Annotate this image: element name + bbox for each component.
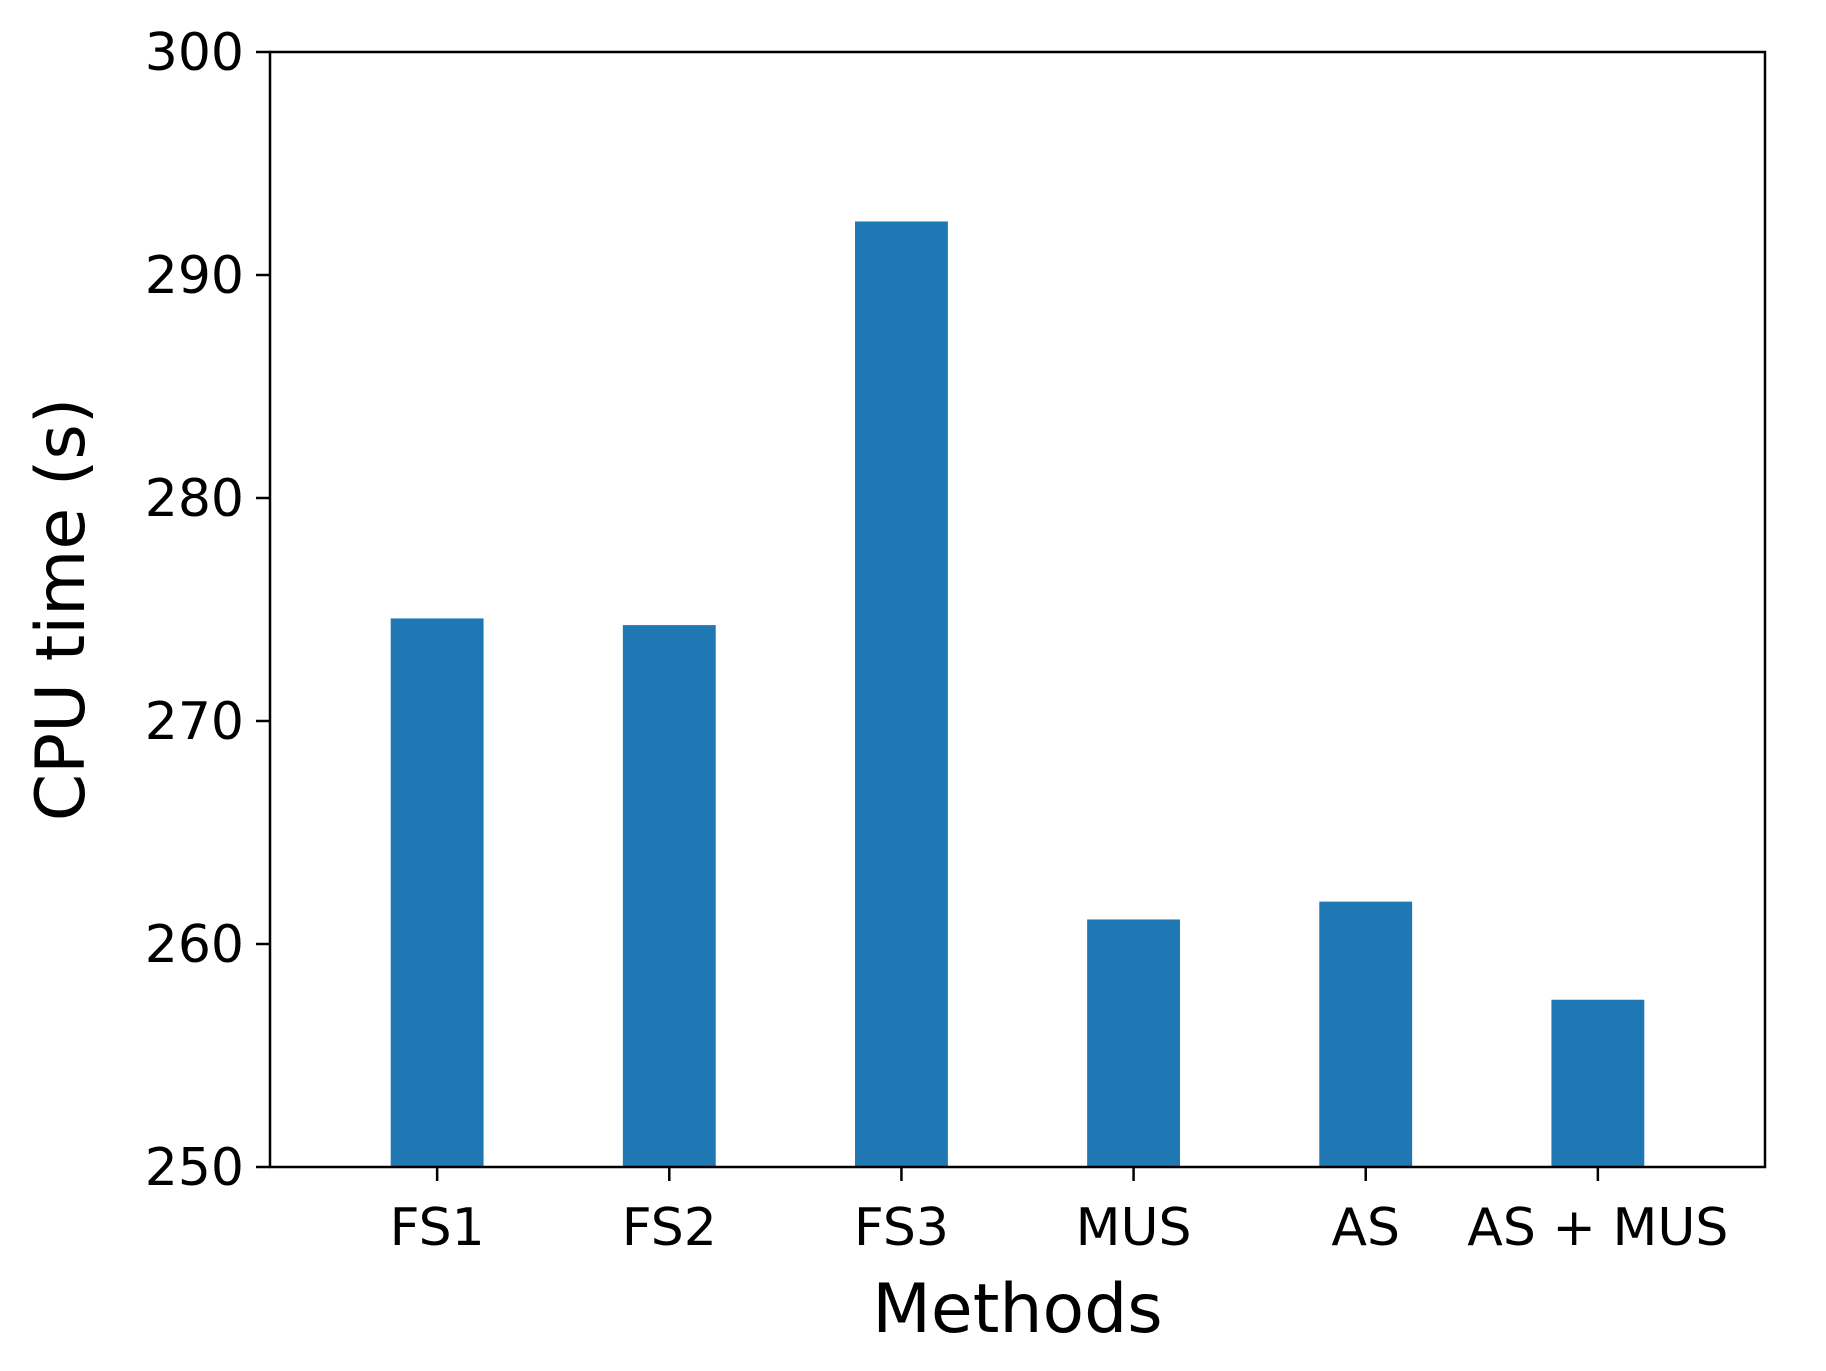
bar-as [1319, 901, 1413, 1167]
y-tick-label: 260 [145, 915, 244, 975]
y-axis-ticks: 250 260 270 280 290 300 [145, 23, 270, 1198]
x-tick-label: FS2 [622, 1198, 717, 1258]
y-tick-label: 290 [145, 246, 244, 306]
x-axis-label: Methods [872, 1270, 1162, 1349]
x-tick-label: MUS [1076, 1198, 1192, 1258]
y-tick-label: 250 [145, 1138, 244, 1198]
x-tick-label: FS3 [854, 1198, 949, 1258]
x-tick-label: AS [1331, 1198, 1400, 1258]
x-tick-label: AS + MUS [1467, 1198, 1728, 1258]
bar-fs3 [855, 221, 948, 1168]
y-tick-label: 280 [145, 469, 244, 529]
y-tick-label: 270 [145, 692, 244, 752]
x-tick-label: FS1 [390, 1198, 485, 1258]
x-axis-ticks: FS1 FS2 FS3 MUS AS AS + MUS [390, 1167, 1728, 1258]
bar-fs2 [622, 625, 716, 1167]
bars-group [390, 221, 1645, 1168]
bar-fs1 [390, 618, 484, 1167]
bar-as-mus [1551, 999, 1645, 1167]
y-tick-label: 300 [145, 23, 244, 83]
plot-frame [268, 50, 1767, 1169]
bar-mus [1087, 919, 1180, 1167]
y-axis-label: CPU time (s) [22, 398, 101, 822]
